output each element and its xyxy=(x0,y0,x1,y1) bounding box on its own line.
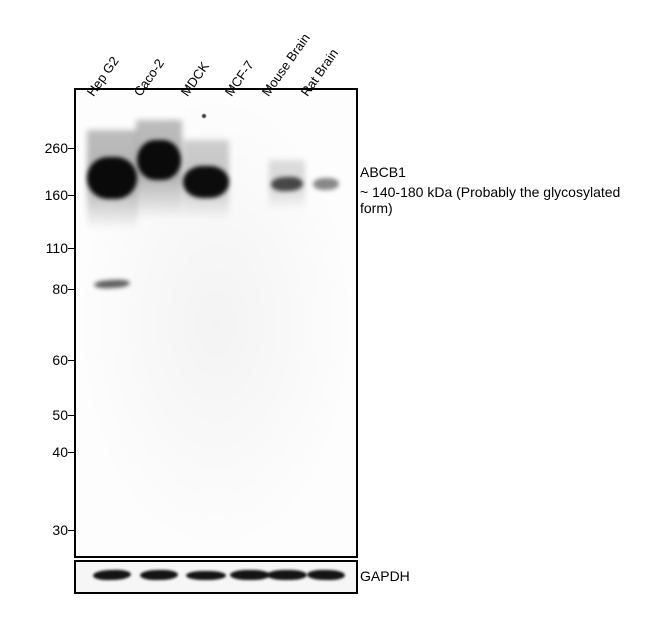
gapdh-band xyxy=(307,570,345,581)
molecular-weight-label: 110 xyxy=(46,240,68,256)
molecular-weight-label: 80 xyxy=(52,281,68,297)
molecular-weight-label: 160 xyxy=(45,187,68,203)
molecular-weight-tick xyxy=(68,530,74,531)
molecular-weight-label: 260 xyxy=(45,140,68,156)
molecular-weight-tick xyxy=(68,289,74,290)
molecular-weight-label: 30 xyxy=(52,522,68,538)
figure-canvas: { "layout": { "main_blot": { "left": 74,… xyxy=(0,0,650,629)
gapdh-band xyxy=(186,571,226,580)
molecular-weight-tick xyxy=(68,415,74,416)
gapdh-band xyxy=(230,570,270,580)
molecular-weight-tick xyxy=(68,248,74,249)
molecular-weight-label: 40 xyxy=(52,444,68,460)
molecular-weight-label: 60 xyxy=(52,352,68,368)
protein-band xyxy=(87,157,137,199)
molecular-weight-tick xyxy=(68,195,74,196)
molecular-weight-label: 50 xyxy=(52,407,68,423)
protein-band xyxy=(313,178,339,190)
molecular-weight-tick xyxy=(68,360,74,361)
gapdh-band xyxy=(267,570,307,580)
loading-control-label: GAPDH xyxy=(360,568,410,584)
molecular-weight-tick xyxy=(68,148,74,149)
molecular-weight-tick xyxy=(68,452,74,453)
protein-band xyxy=(183,166,229,198)
blot-artifact-speck xyxy=(202,114,206,118)
target-protein-label: ABCB1 xyxy=(360,164,406,180)
target-protein-note: ~ 140-180 kDa (Probably the glycosylated… xyxy=(360,184,650,216)
protein-band xyxy=(137,140,181,180)
